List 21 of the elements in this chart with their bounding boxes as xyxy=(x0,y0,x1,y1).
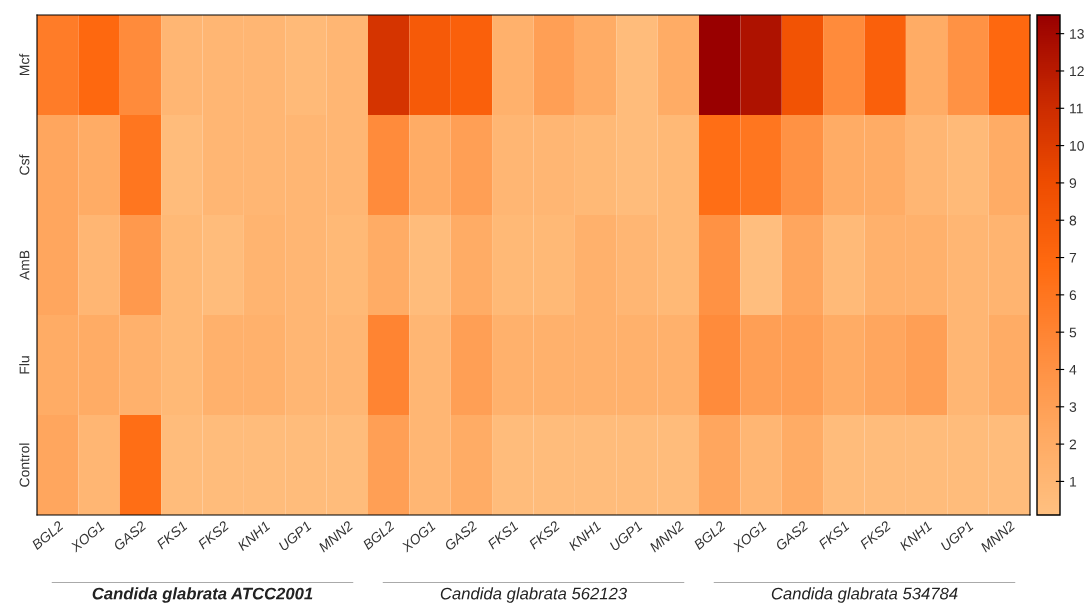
text: Candida glabrata 534784 xyxy=(771,587,958,603)
color-bar-label: 9 xyxy=(1069,178,1077,189)
color-bar-label: 3 xyxy=(1069,402,1077,412)
color-bar-label: 12 xyxy=(1070,66,1084,76)
y-tick-label: Flu xyxy=(19,356,30,374)
y-tick-label: Csf xyxy=(19,154,30,175)
color-bar-label: 13 xyxy=(1070,28,1084,39)
color-bar-label: 10 xyxy=(1070,140,1084,151)
text: Candida glabrata 562123 xyxy=(440,587,627,603)
y-tick-label: AmB xyxy=(19,250,30,281)
color-bar-label: 7 xyxy=(1069,253,1077,263)
color-bar-label: 4 xyxy=(1069,364,1077,375)
y-tick-label: Control xyxy=(19,443,30,487)
text: Candida glabrata ATCC2001 xyxy=(92,587,313,603)
color-bar-label: 2 xyxy=(1069,439,1077,450)
color-bar-label: 5 xyxy=(1069,327,1077,338)
color-bar-label: 11 xyxy=(1070,103,1083,114)
color-bar-label: 1 xyxy=(1070,476,1077,487)
color-bar-label: 6 xyxy=(1069,290,1077,301)
color-bar-label: 8 xyxy=(1069,215,1077,226)
y-tick-label: Mcf xyxy=(19,53,30,76)
